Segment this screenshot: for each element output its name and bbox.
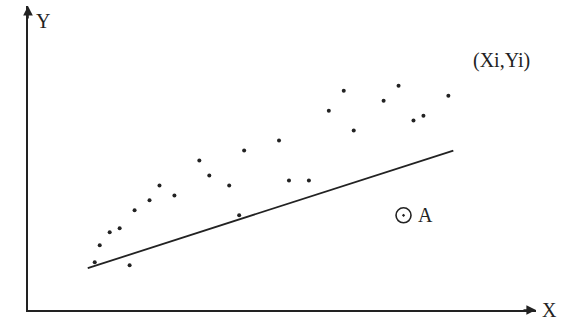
svg-text:X: X xyxy=(542,299,557,321)
svg-text:(Xi,Yi): (Xi,Yi) xyxy=(473,49,530,72)
svg-text:A: A xyxy=(418,204,433,226)
svg-text:Y: Y xyxy=(36,10,50,32)
